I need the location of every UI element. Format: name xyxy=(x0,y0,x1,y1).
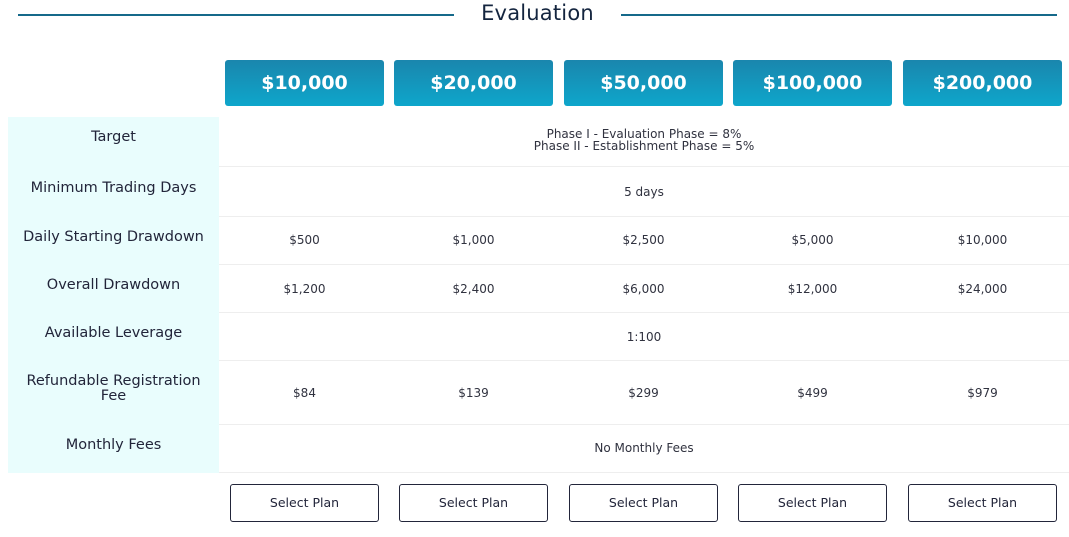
overall-drawdown-50k: $6,000 xyxy=(622,282,665,296)
leverage-value: 1:100 xyxy=(626,330,662,344)
select-plan-button-50k[interactable]: Select Plan xyxy=(569,484,718,522)
select-plan-button-100k[interactable]: Select Plan xyxy=(738,484,887,522)
row-divider xyxy=(219,424,1069,425)
row-label-min-trading-days: Minimum Trading Days xyxy=(30,180,197,196)
row-label-column xyxy=(8,117,219,473)
overall-drawdown-200k: $24,000 xyxy=(957,282,1008,296)
select-plan-button-20k[interactable]: Select Plan xyxy=(399,484,548,522)
daily-drawdown-100k: $5,000 xyxy=(791,233,834,247)
daily-drawdown-10k: $500 xyxy=(289,233,320,247)
plan-header-10k: $10,000 xyxy=(225,60,384,106)
row-label-registration-fee-line1: Refundable Registration xyxy=(26,373,201,389)
min-trading-days-value: 5 days xyxy=(624,185,664,199)
daily-drawdown-200k: $10,000 xyxy=(957,233,1008,247)
target-phase-1: Phase I - Evaluation Phase = 8% xyxy=(546,127,742,141)
select-plan-button-200k[interactable]: Select Plan xyxy=(908,484,1057,522)
plan-header-20k: $20,000 xyxy=(394,60,553,106)
row-label-leverage: Available Leverage xyxy=(44,325,183,341)
plan-header-200k: $200,000 xyxy=(903,60,1062,106)
overall-drawdown-100k: $12,000 xyxy=(787,282,838,296)
title-divider-right xyxy=(621,14,1057,16)
title-divider-left xyxy=(18,14,454,16)
plan-header-50k: $50,000 xyxy=(564,60,723,106)
row-divider xyxy=(219,166,1069,167)
registration-fee-20k: $139 xyxy=(458,386,489,400)
overall-drawdown-10k: $1,200 xyxy=(283,282,326,296)
row-label-daily-drawdown: Daily Starting Drawdown xyxy=(23,229,204,245)
monthly-fees-value: No Monthly Fees xyxy=(594,441,694,455)
row-divider xyxy=(219,312,1069,313)
row-divider xyxy=(219,264,1069,265)
row-divider xyxy=(219,472,1069,473)
overall-drawdown-20k: $2,400 xyxy=(452,282,495,296)
daily-drawdown-20k: $1,000 xyxy=(452,233,495,247)
daily-drawdown-50k: $2,500 xyxy=(622,233,665,247)
registration-fee-200k: $979 xyxy=(967,386,998,400)
registration-fee-10k: $84 xyxy=(293,386,316,400)
target-phase-2: Phase II - Establishment Phase = 5% xyxy=(533,139,755,153)
section-title: Evaluation xyxy=(481,1,594,25)
row-label-registration-fee-line2: Fee xyxy=(100,388,127,404)
row-label-monthly-fees: Monthly Fees xyxy=(65,437,162,453)
section-title-row: Evaluation xyxy=(0,0,1069,30)
plan-header-100k: $100,000 xyxy=(733,60,892,106)
row-divider xyxy=(219,360,1069,361)
registration-fee-50k: $299 xyxy=(628,386,659,400)
row-label-overall-drawdown: Overall Drawdown xyxy=(46,277,181,293)
registration-fee-100k: $499 xyxy=(797,386,828,400)
row-label-target: Target xyxy=(91,129,136,145)
select-plan-button-10k[interactable]: Select Plan xyxy=(230,484,379,522)
row-divider xyxy=(219,216,1069,217)
